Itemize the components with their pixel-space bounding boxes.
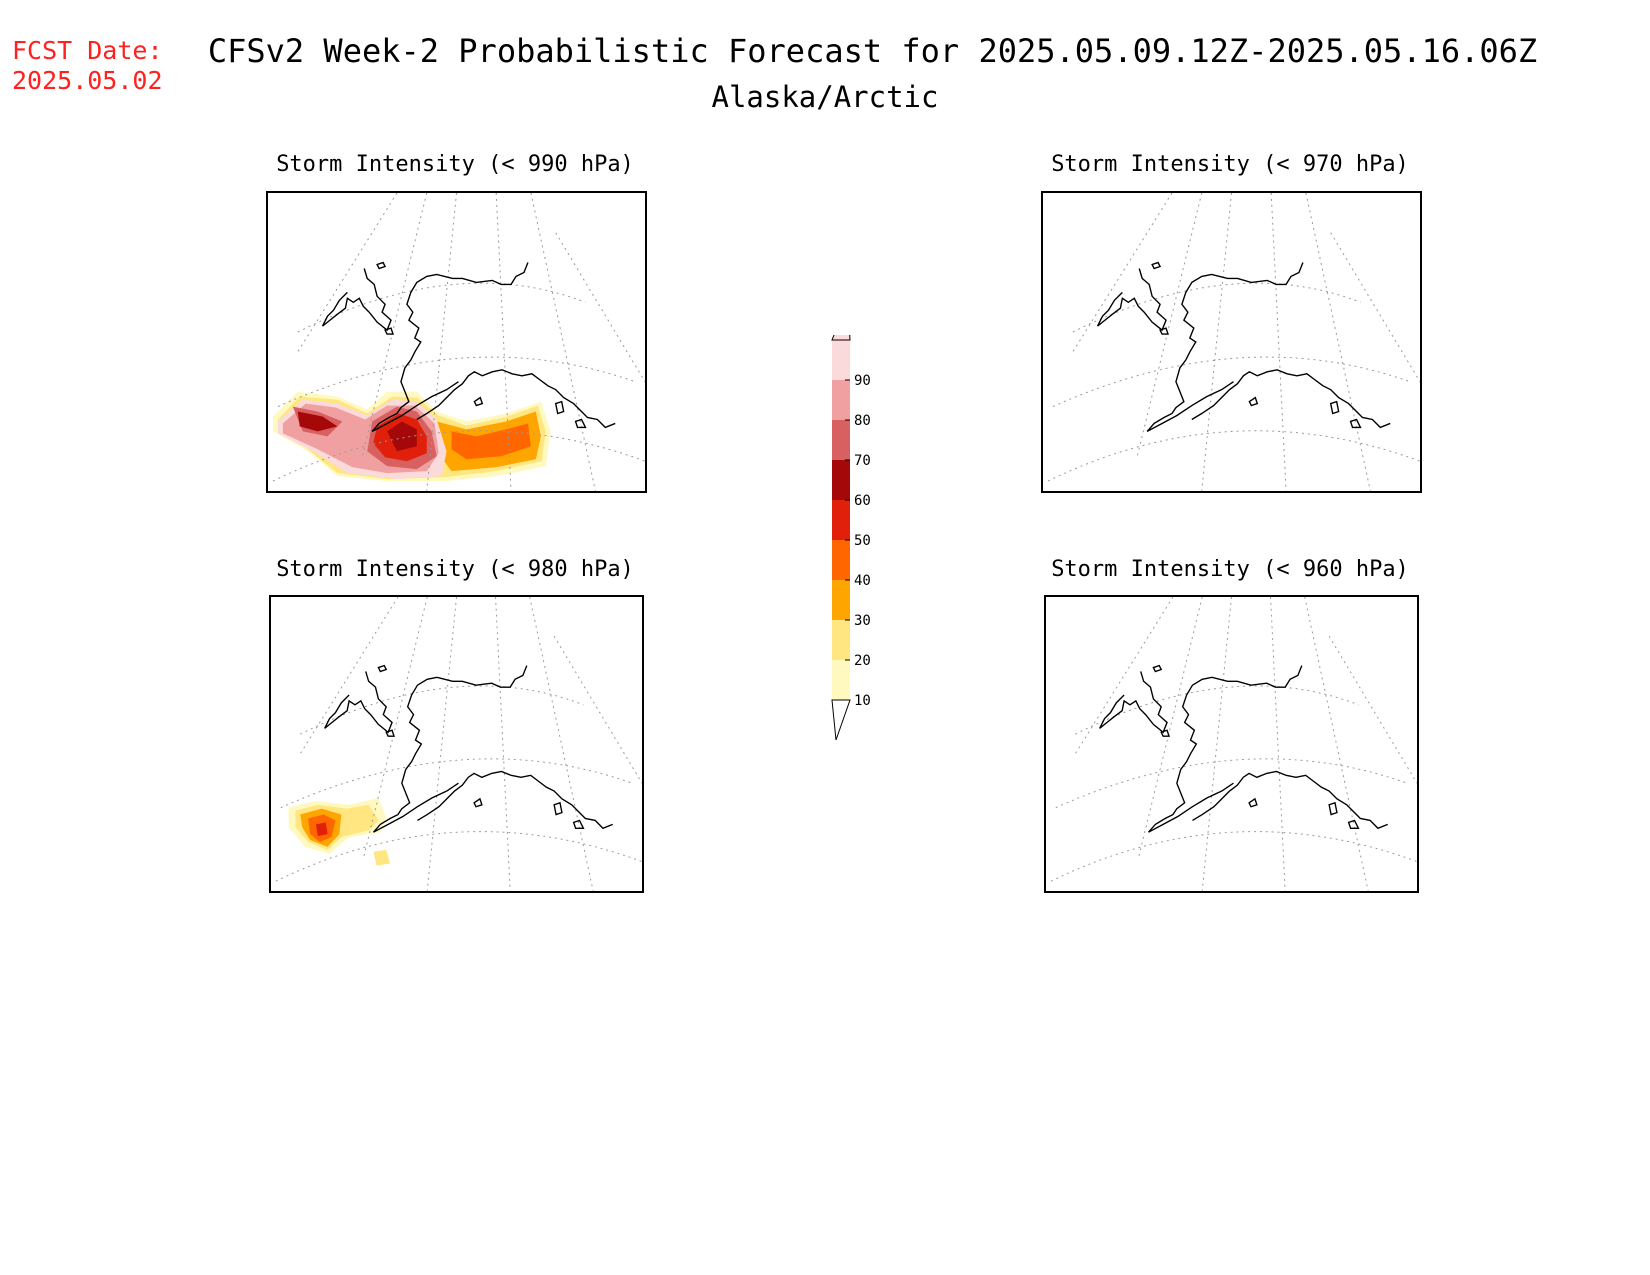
colorbar-segment-3 xyxy=(832,580,850,620)
map-panel-980 xyxy=(269,595,644,893)
colorbar-tick-label: 70 xyxy=(854,453,871,469)
colorbar-top-cap xyxy=(831,335,851,341)
map-canvas xyxy=(1050,597,1417,891)
panel-title-970: Storm Intensity (< 970 hPa) xyxy=(1051,152,1409,177)
graticule xyxy=(275,597,642,891)
colorbar-tick-label: 60 xyxy=(854,493,871,509)
colorbar-tick-label: 50 xyxy=(854,533,871,549)
panel-title-990: Storm Intensity (< 990 hPa) xyxy=(276,152,634,177)
colorbar-segment-2 xyxy=(832,620,850,660)
map-canvas xyxy=(272,193,645,491)
graticule xyxy=(1050,597,1417,891)
colorbar-tick-label: 20 xyxy=(854,653,871,669)
colorbar-segment-1 xyxy=(832,660,850,700)
colorbar-tick-label: 40 xyxy=(854,573,871,589)
map-panel-960 xyxy=(1044,595,1419,893)
map-panel-970 xyxy=(1041,191,1422,493)
colorbar-tick-label: 10 xyxy=(854,693,871,709)
panel-title-960: Storm Intensity (< 960 hPa) xyxy=(1051,557,1409,582)
colorbar-tick-label: 30 xyxy=(854,613,871,629)
colorbar-segment-5 xyxy=(832,500,850,540)
region-title: Alaska/Arctic xyxy=(711,80,939,114)
coastline xyxy=(324,664,613,833)
panel-title-980: Storm Intensity (< 980 hPa) xyxy=(276,557,634,582)
colorbar-segment-7 xyxy=(832,420,850,460)
colorbar-tick-label: 90 xyxy=(854,373,871,389)
forecast-date-value: 2025.05.02 xyxy=(12,66,163,95)
probability-colorbar: 10 20 30 40 50 60 70 80 90 xyxy=(831,335,871,741)
map-panel-990 xyxy=(266,191,647,493)
colorbar-segment-9 xyxy=(832,340,850,380)
coastline xyxy=(1096,261,1391,433)
probability-shading xyxy=(272,391,551,482)
coastline xyxy=(1099,664,1388,833)
map-canvas xyxy=(1047,193,1420,491)
coastline xyxy=(321,261,616,433)
colorbar-segment-8 xyxy=(832,380,850,420)
colorbar-segment-6 xyxy=(832,460,850,500)
colorbar-tick-label: 80 xyxy=(854,413,871,429)
forecast-date-label: FCST Date: xyxy=(12,36,163,65)
colorbar-segment-4 xyxy=(832,540,850,580)
probability-shading xyxy=(288,797,391,866)
map-canvas xyxy=(275,597,642,891)
graticule xyxy=(272,193,645,491)
colorbar-bottom-cap xyxy=(831,699,851,741)
forecast-date-block: FCST Date: 2025.05.02 xyxy=(12,36,163,96)
graticule xyxy=(1047,193,1420,491)
main-title: CFSv2 Week-2 Probabilistic Forecast for … xyxy=(207,32,1538,70)
